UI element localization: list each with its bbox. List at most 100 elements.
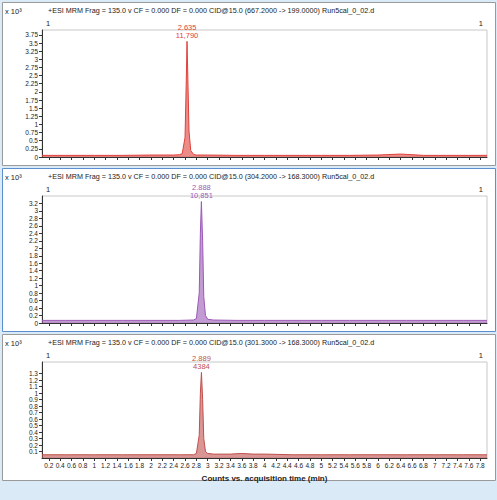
svg-text:0.9: 0.9 bbox=[29, 396, 38, 403]
svg-text:0.75: 0.75 bbox=[25, 129, 38, 136]
svg-text:2.2: 2.2 bbox=[29, 237, 38, 244]
svg-text:3.6: 3.6 bbox=[237, 462, 246, 469]
svg-text:1: 1 bbox=[34, 121, 38, 128]
svg-text:5: 5 bbox=[319, 462, 323, 469]
svg-text:1.4: 1.4 bbox=[29, 267, 38, 274]
svg-text:0.3: 0.3 bbox=[29, 435, 38, 442]
svg-text:6.2: 6.2 bbox=[385, 462, 394, 469]
svg-text:7.2: 7.2 bbox=[442, 462, 451, 469]
svg-text:0.7: 0.7 bbox=[29, 409, 38, 416]
svg-text:2.8: 2.8 bbox=[29, 215, 38, 222]
svg-text:1: 1 bbox=[479, 185, 483, 194]
svg-text:2.8: 2.8 bbox=[192, 462, 201, 469]
svg-text:5.6: 5.6 bbox=[351, 462, 360, 469]
svg-text:3: 3 bbox=[206, 462, 210, 469]
svg-text:6.4: 6.4 bbox=[396, 462, 405, 469]
svg-text:1.6: 1.6 bbox=[124, 462, 133, 469]
svg-text:5.2: 5.2 bbox=[328, 462, 337, 469]
svg-text:0.6: 0.6 bbox=[67, 462, 76, 469]
svg-text:1.4: 1.4 bbox=[112, 462, 121, 469]
svg-text:2.2: 2.2 bbox=[158, 462, 167, 469]
svg-text:0.8: 0.8 bbox=[29, 290, 38, 297]
svg-text:1.6: 1.6 bbox=[29, 260, 38, 267]
svg-text:3.2: 3.2 bbox=[215, 462, 224, 469]
svg-text:3.75: 3.75 bbox=[25, 31, 38, 38]
svg-text:0.6: 0.6 bbox=[29, 297, 38, 304]
svg-text:3.25: 3.25 bbox=[25, 48, 38, 55]
svg-text:2.5: 2.5 bbox=[29, 72, 38, 79]
svg-text:1.3: 1.3 bbox=[29, 370, 38, 377]
svg-text:1.2: 1.2 bbox=[29, 275, 38, 282]
svg-text:0.4: 0.4 bbox=[56, 462, 65, 469]
svg-text:1: 1 bbox=[92, 462, 96, 469]
svg-text:4384: 4384 bbox=[193, 362, 210, 371]
svg-text:10,851: 10,851 bbox=[190, 191, 213, 200]
svg-text:4.8: 4.8 bbox=[305, 462, 314, 469]
svg-text:0.2: 0.2 bbox=[29, 442, 38, 449]
svg-text:0.2: 0.2 bbox=[44, 462, 53, 469]
svg-text:7.4: 7.4 bbox=[453, 462, 462, 469]
svg-text:7.8: 7.8 bbox=[476, 462, 485, 469]
svg-text:0.25: 0.25 bbox=[25, 145, 38, 152]
svg-text:5.8: 5.8 bbox=[362, 462, 371, 469]
svg-text:1: 1 bbox=[479, 351, 483, 360]
svg-text:0.8: 0.8 bbox=[78, 462, 87, 469]
svg-text:3: 3 bbox=[34, 207, 38, 214]
svg-text:6.6: 6.6 bbox=[408, 462, 417, 469]
svg-text:3.2: 3.2 bbox=[29, 200, 38, 207]
svg-text:1.5: 1.5 bbox=[29, 105, 38, 112]
svg-text:1.8: 1.8 bbox=[29, 252, 38, 259]
svg-text:1.2: 1.2 bbox=[29, 377, 38, 384]
svg-text:0.8: 0.8 bbox=[29, 403, 38, 410]
svg-text:3.4: 3.4 bbox=[226, 462, 235, 469]
svg-text:1.25: 1.25 bbox=[25, 113, 38, 120]
svg-text:1: 1 bbox=[46, 351, 50, 360]
svg-text:3.5: 3.5 bbox=[29, 40, 38, 47]
svg-text:0.1: 0.1 bbox=[29, 448, 38, 455]
svg-text:1: 1 bbox=[34, 282, 38, 289]
svg-text:0.5: 0.5 bbox=[29, 137, 38, 144]
svg-text:2: 2 bbox=[34, 245, 38, 252]
svg-text:4: 4 bbox=[263, 462, 267, 469]
svg-text:0: 0 bbox=[34, 154, 38, 161]
svg-text:11,790: 11,790 bbox=[176, 31, 198, 40]
svg-text:6.8: 6.8 bbox=[419, 462, 428, 469]
svg-text:1.8: 1.8 bbox=[135, 462, 144, 469]
svg-text:7: 7 bbox=[433, 462, 437, 469]
svg-text:2.4: 2.4 bbox=[29, 230, 38, 237]
svg-text:Counts vs. acquisition time (m: Counts vs. acquisition time (min) bbox=[202, 474, 328, 483]
svg-text:1: 1 bbox=[34, 390, 38, 397]
svg-text:2.25: 2.25 bbox=[25, 80, 38, 87]
svg-text:1: 1 bbox=[46, 19, 50, 28]
svg-text:+ESI MRM Frag = 135.0 v CF = 0: +ESI MRM Frag = 135.0 v CF = 0.000 DF = … bbox=[48, 172, 374, 181]
svg-text:0.5: 0.5 bbox=[29, 422, 38, 429]
svg-text:2.6: 2.6 bbox=[181, 462, 190, 469]
svg-text:x 10³: x 10³ bbox=[5, 7, 22, 16]
svg-text:x 10³: x 10³ bbox=[5, 339, 22, 348]
svg-text:6: 6 bbox=[376, 462, 380, 469]
svg-text:2.6: 2.6 bbox=[29, 222, 38, 229]
svg-text:2.4: 2.4 bbox=[169, 462, 178, 469]
svg-text:3: 3 bbox=[34, 56, 38, 63]
svg-text:1: 1 bbox=[46, 185, 50, 194]
svg-text:4.4: 4.4 bbox=[283, 462, 292, 469]
svg-text:1.2: 1.2 bbox=[101, 462, 110, 469]
svg-text:0.4: 0.4 bbox=[29, 305, 38, 312]
svg-text:x 10³: x 10³ bbox=[5, 173, 22, 182]
svg-text:0.4: 0.4 bbox=[29, 429, 38, 436]
svg-text:1.75: 1.75 bbox=[25, 97, 38, 104]
svg-text:1.1: 1.1 bbox=[29, 383, 38, 390]
svg-text:4.6: 4.6 bbox=[294, 462, 303, 469]
svg-text:7.6: 7.6 bbox=[464, 462, 473, 469]
svg-text:0: 0 bbox=[34, 320, 38, 327]
svg-text:2: 2 bbox=[149, 462, 153, 469]
svg-text:0.2: 0.2 bbox=[29, 312, 38, 319]
svg-text:+ESI MRM Frag = 135.0 v CF = 0: +ESI MRM Frag = 135.0 v CF = 0.000 DF = … bbox=[48, 338, 374, 347]
svg-text:3.8: 3.8 bbox=[249, 462, 258, 469]
svg-text:2.75: 2.75 bbox=[25, 64, 38, 71]
svg-text:1: 1 bbox=[479, 19, 483, 28]
svg-text:+ESI MRM Frag = 135.0 v CF = 0: +ESI MRM Frag = 135.0 v CF = 0.000 DF = … bbox=[48, 6, 374, 15]
svg-text:4.2: 4.2 bbox=[271, 462, 280, 469]
svg-text:0.6: 0.6 bbox=[29, 416, 38, 423]
svg-text:5.4: 5.4 bbox=[339, 462, 348, 469]
